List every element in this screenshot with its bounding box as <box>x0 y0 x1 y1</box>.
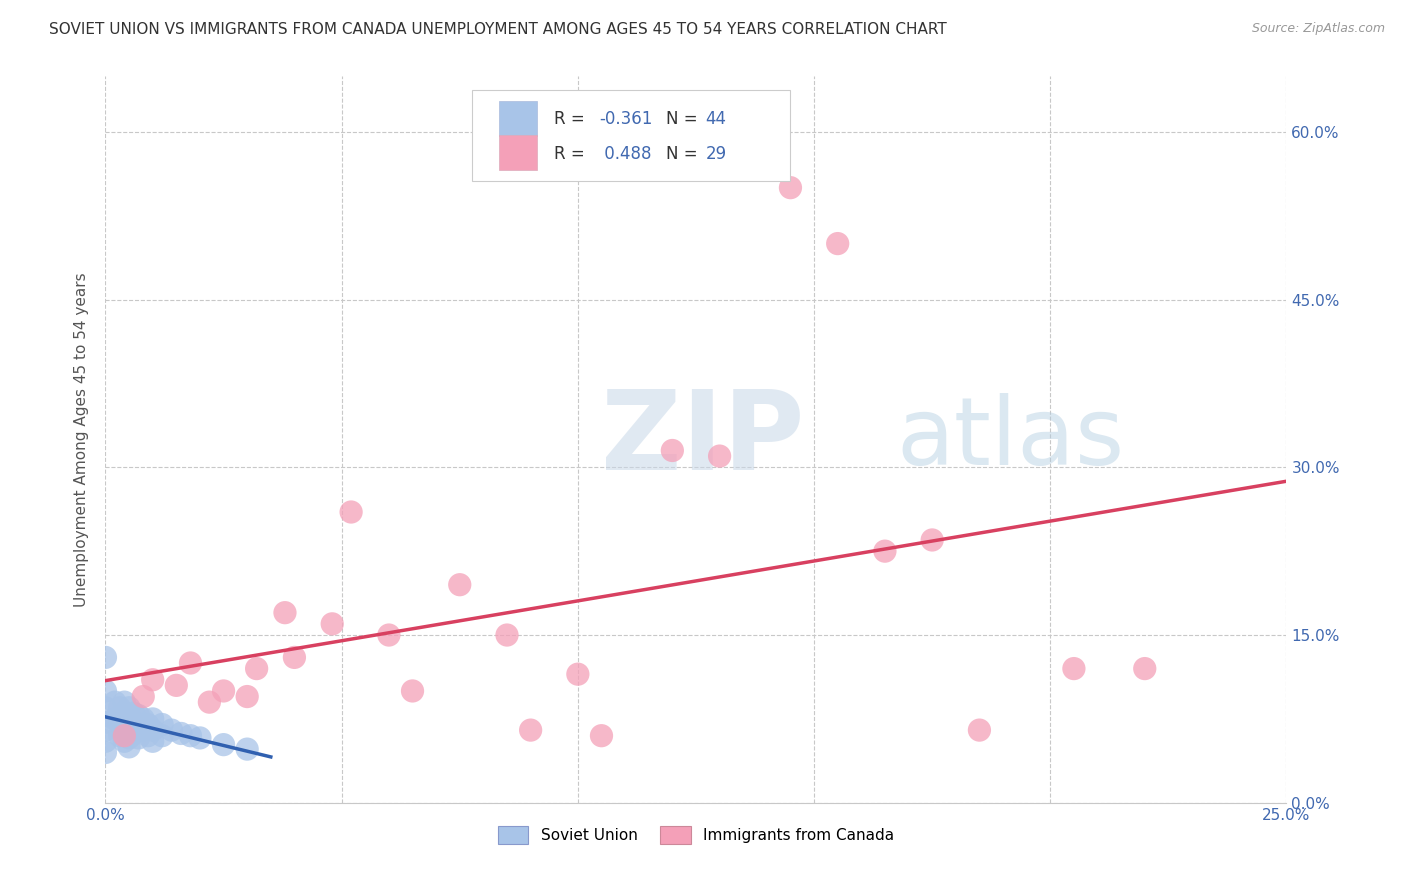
FancyBboxPatch shape <box>471 90 790 181</box>
Point <box>122 726 145 740</box>
Point <box>94 746 117 760</box>
Point <box>150 729 173 743</box>
Text: atlas: atlas <box>897 393 1125 485</box>
Point <box>212 684 235 698</box>
Point <box>122 706 145 721</box>
Point <box>212 738 235 752</box>
Text: N =: N = <box>666 145 703 162</box>
Point <box>104 712 127 726</box>
Point <box>827 236 849 251</box>
Point <box>160 723 183 737</box>
Point <box>132 723 155 737</box>
Point <box>94 734 117 748</box>
Text: SOVIET UNION VS IMMIGRANTS FROM CANADA UNEMPLOYMENT AMONG AGES 45 TO 54 YEARS CO: SOVIET UNION VS IMMIGRANTS FROM CANADA U… <box>49 22 948 37</box>
Point <box>118 700 141 714</box>
Point <box>340 505 363 519</box>
Point <box>591 729 613 743</box>
Point <box>921 533 943 547</box>
Point <box>142 673 165 687</box>
Point <box>118 739 141 754</box>
Point <box>118 723 141 737</box>
FancyBboxPatch shape <box>499 136 537 170</box>
Point <box>142 723 165 737</box>
Point <box>108 700 131 714</box>
Text: Source: ZipAtlas.com: Source: ZipAtlas.com <box>1251 22 1385 36</box>
Text: ZIP: ZIP <box>602 386 804 492</box>
Text: 0.488: 0.488 <box>599 145 651 162</box>
Point <box>321 616 343 631</box>
Text: R =: R = <box>554 110 591 128</box>
Point <box>401 684 423 698</box>
Point <box>112 715 135 730</box>
Point <box>112 723 135 737</box>
Point <box>128 720 150 734</box>
Point <box>246 662 269 676</box>
Point <box>165 678 187 692</box>
Point <box>112 706 135 721</box>
Point <box>112 695 135 709</box>
Legend: Soviet Union, Immigrants from Canada: Soviet Union, Immigrants from Canada <box>492 820 900 850</box>
Point <box>136 717 159 731</box>
Point <box>112 729 135 743</box>
Point <box>94 723 117 737</box>
Point <box>283 650 305 665</box>
Point <box>118 731 141 745</box>
Point <box>94 700 117 714</box>
Point <box>112 734 135 748</box>
Point <box>179 656 201 670</box>
Point <box>449 578 471 592</box>
Point <box>150 717 173 731</box>
Point <box>496 628 519 642</box>
Point <box>567 667 589 681</box>
Point <box>198 695 221 709</box>
Point <box>236 690 259 704</box>
Point <box>122 715 145 730</box>
Point <box>179 729 201 743</box>
Point <box>118 708 141 723</box>
Point <box>378 628 401 642</box>
Text: R =: R = <box>554 145 591 162</box>
Point <box>274 606 297 620</box>
Point <box>104 695 127 709</box>
Point <box>709 449 731 463</box>
Point <box>94 684 117 698</box>
Point <box>873 544 896 558</box>
Y-axis label: Unemployment Among Ages 45 to 54 years: Unemployment Among Ages 45 to 54 years <box>75 272 90 607</box>
Point <box>136 729 159 743</box>
Point <box>118 717 141 731</box>
Text: N =: N = <box>666 110 703 128</box>
Point <box>108 715 131 730</box>
Point <box>519 723 541 737</box>
Point <box>188 731 211 745</box>
Point <box>142 734 165 748</box>
Point <box>132 712 155 726</box>
Point <box>94 650 117 665</box>
Text: 44: 44 <box>706 110 727 128</box>
Point <box>236 742 259 756</box>
Point <box>170 726 193 740</box>
Point <box>779 180 801 194</box>
Point <box>142 712 165 726</box>
FancyBboxPatch shape <box>499 102 537 136</box>
Point <box>1133 662 1156 676</box>
Text: 29: 29 <box>706 145 727 162</box>
Point <box>128 708 150 723</box>
Point <box>132 690 155 704</box>
Point <box>108 729 131 743</box>
Point <box>1063 662 1085 676</box>
Text: -0.361: -0.361 <box>599 110 652 128</box>
Point <box>94 715 117 730</box>
Point <box>128 731 150 745</box>
Point <box>661 443 683 458</box>
Point <box>969 723 991 737</box>
